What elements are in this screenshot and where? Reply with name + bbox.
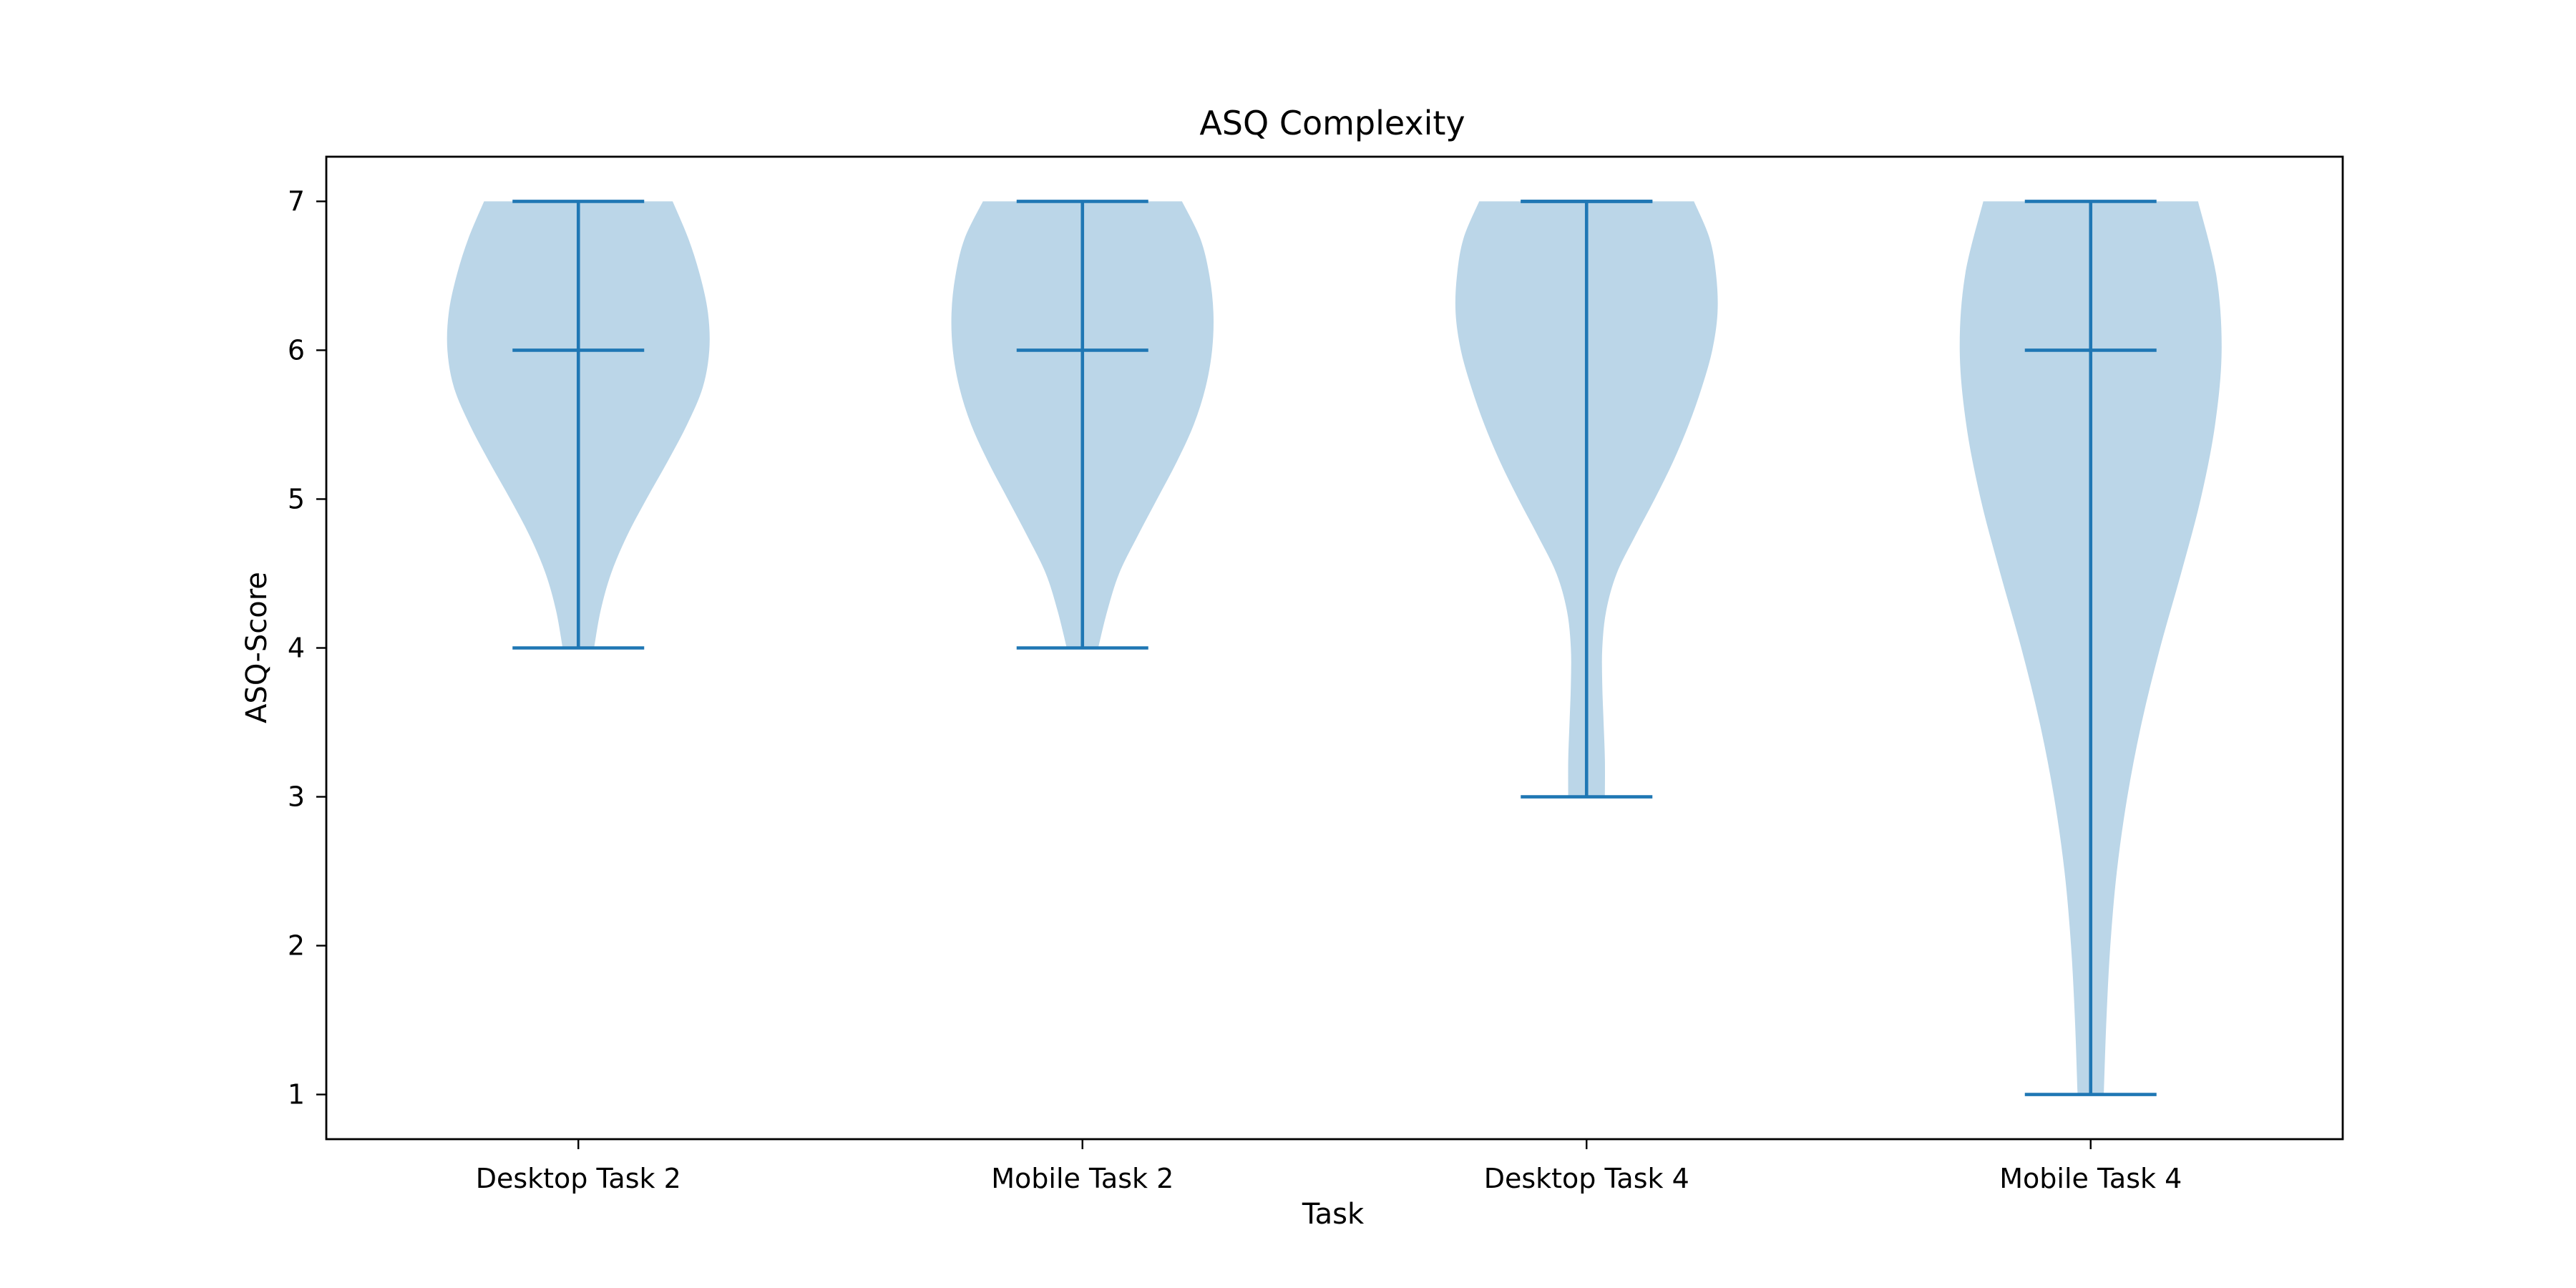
y-tick-label: 2 [288, 930, 305, 962]
y-tick-label: 1 [288, 1079, 305, 1111]
stat-lines-layer [512, 200, 2157, 1096]
y-axis: 1 2 3 4 5 6 7 [288, 185, 326, 1111]
y-tick-label: 3 [288, 781, 305, 813]
x-axis-label: Task [1302, 1198, 1365, 1231]
x-axis: Desktop Task 2 Mobile Task 2 Desktop Task … [476, 1139, 2182, 1194]
y-tick-label: 7 [288, 185, 305, 217]
chart-title: ASQ Complexity [1199, 104, 1465, 142]
y-tick-label: 4 [288, 633, 305, 664]
x-tick-label: Mobile Task 2 [991, 1163, 1174, 1194]
x-tick-label: Mobile Task 4 [1999, 1163, 2182, 1194]
x-tick-label: Desktop Task 4 [1484, 1163, 1689, 1194]
x-tick-label: Desktop Task 2 [476, 1163, 681, 1194]
y-axis-label: ASQ-Score [240, 572, 273, 723]
y-tick-label: 5 [288, 483, 305, 514]
y-tick-label: 6 [288, 334, 305, 366]
violin-layer [447, 201, 2222, 1095]
